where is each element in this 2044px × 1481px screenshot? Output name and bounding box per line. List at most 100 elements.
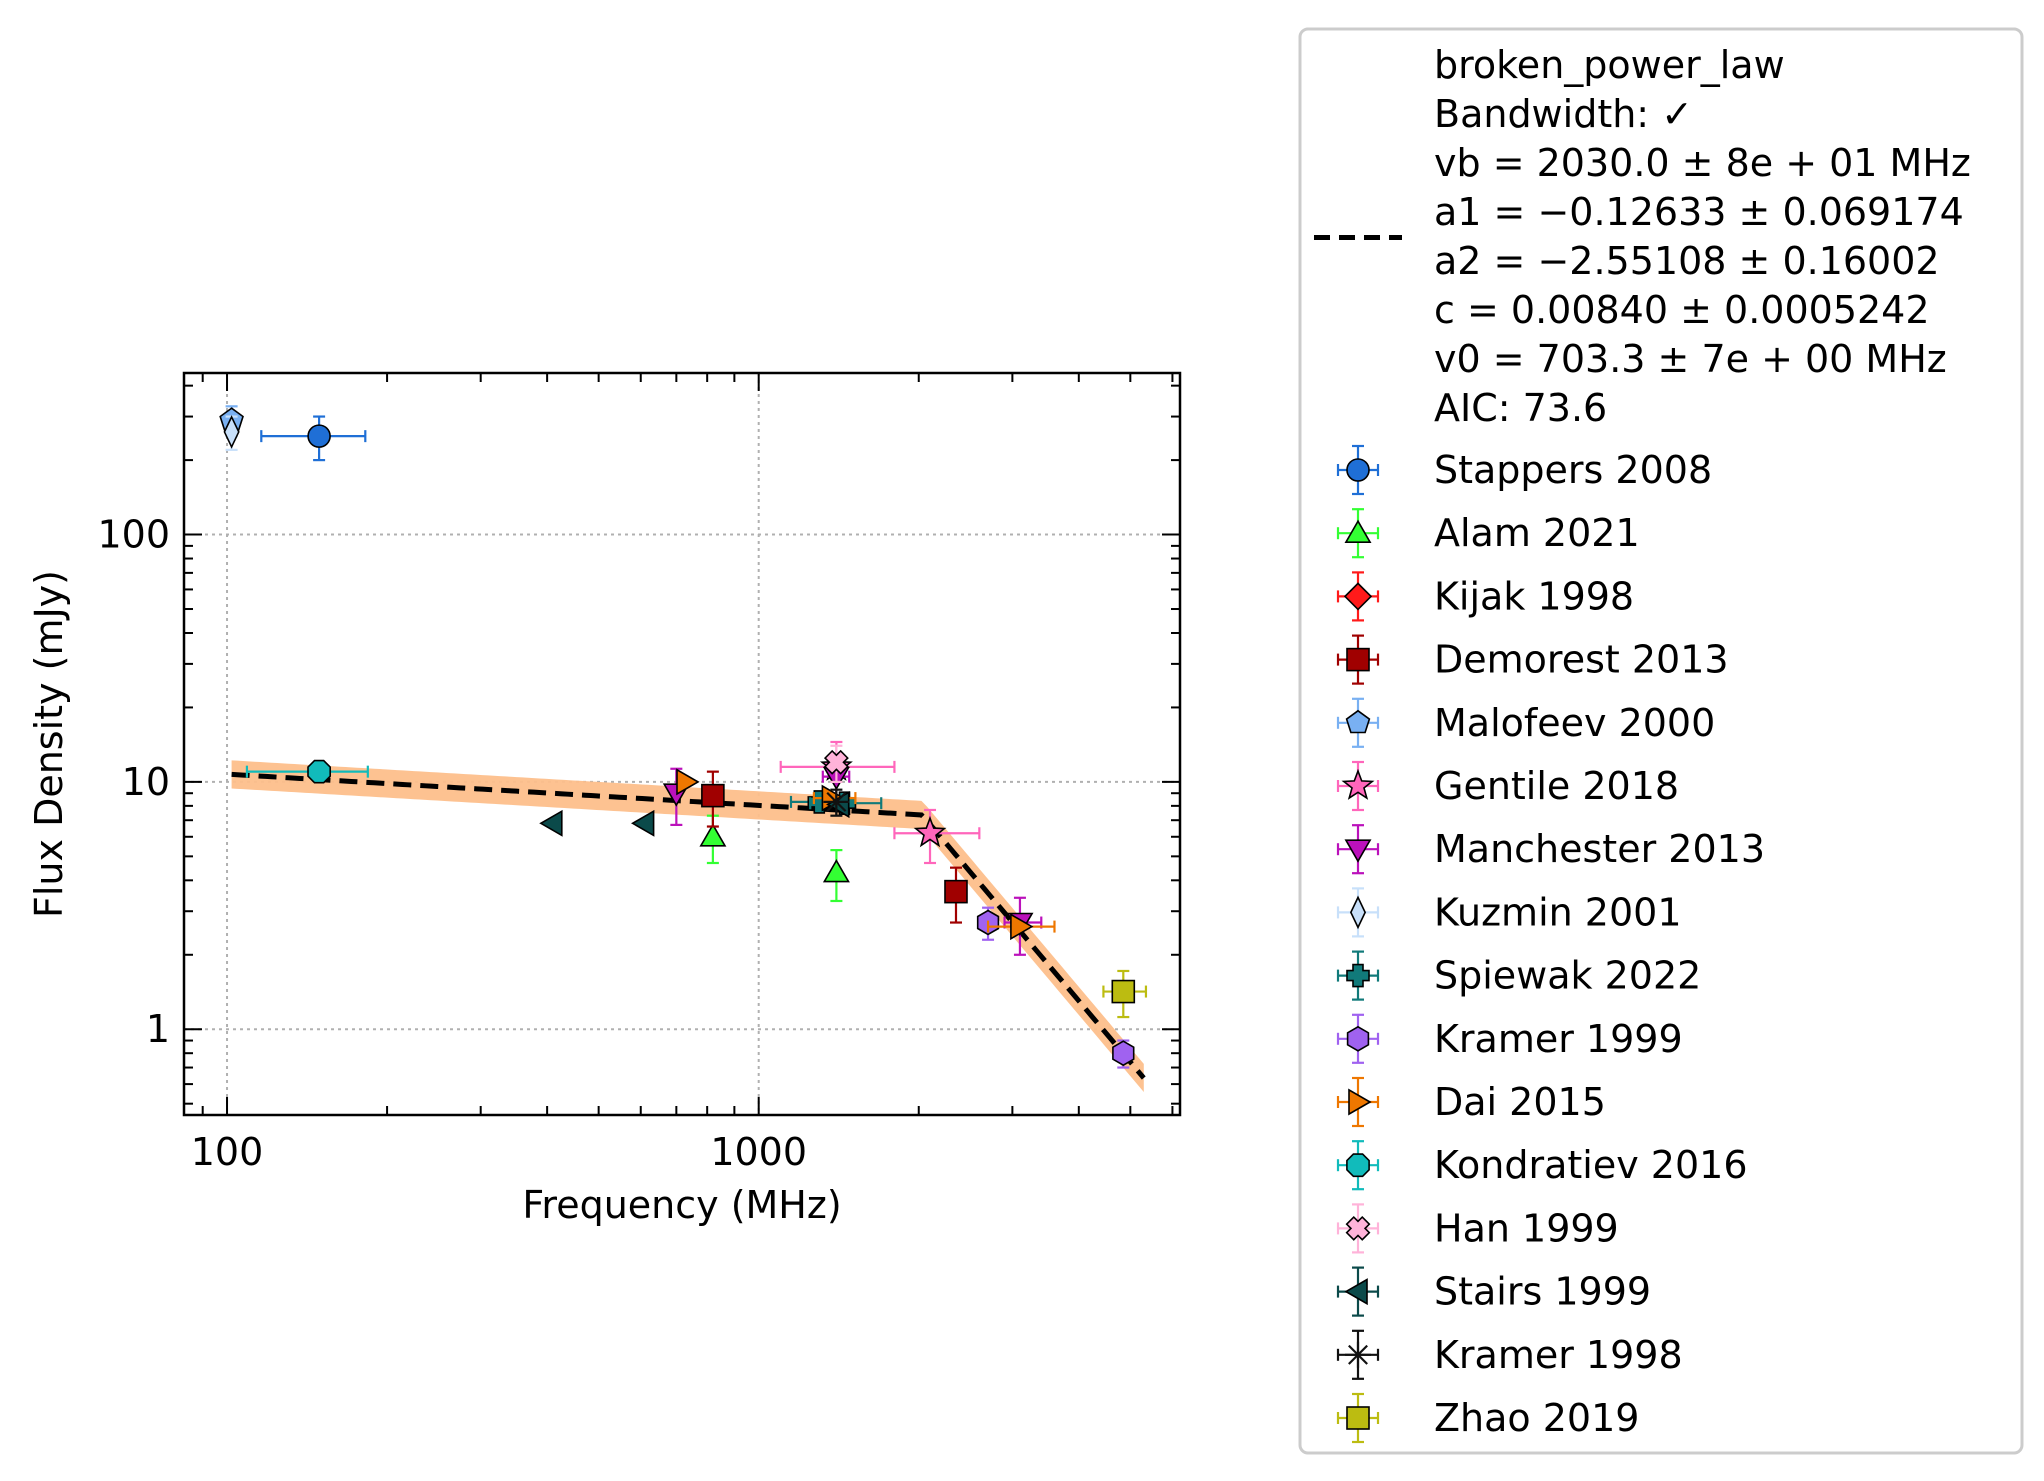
- legend-entry-alam-2021: Alam 2021: [1336, 508, 1640, 559]
- legend-entry-malofeev-2000: Malofeev 2000: [1336, 697, 1715, 748]
- legend-fit-line: AIC: 73.6: [1434, 386, 1607, 430]
- marker-alam-2021: [699, 823, 727, 847]
- axes: 100 1000 1 10 100: [97, 371, 1182, 1174]
- legend-label-kondratiev-2016: Kondratiev 2016: [1434, 1143, 1748, 1187]
- legend-entry-han-1999: Han 1999: [1336, 1203, 1619, 1254]
- legend-label-gentile-2018: Gentile 2018: [1434, 764, 1679, 808]
- legend-fit-line: a1 = −0.12633 ± 0.069174: [1434, 190, 1964, 234]
- legend-entry-kijak-1998: Kijak 1998: [1336, 571, 1634, 622]
- series-kramer-1999: [976, 906, 1135, 1069]
- series-demorest-2013: [701, 770, 968, 924]
- marker-kramer-1999: [1112, 1040, 1135, 1067]
- legend-label-alam-2021: Alam 2021: [1434, 511, 1640, 555]
- marker-zhao-2019: [1111, 979, 1136, 1004]
- plot-inner: [184, 373, 1180, 1115]
- legend-marker-stappers-2008: [1346, 458, 1370, 482]
- legend-label-stairs-1999: Stairs 1999: [1434, 1270, 1651, 1314]
- legend-marker-demorest-2013: [1346, 647, 1370, 672]
- legend-label-zhao-2019: Zhao 2019: [1434, 1396, 1639, 1440]
- y-axis-label: Flux Density (mJy): [27, 570, 71, 918]
- legend-marker-manchester-2013: [1344, 839, 1372, 863]
- fit-line: [231, 771, 1146, 1080]
- plot-area: [184, 373, 1180, 1115]
- y-tick-label: 100: [97, 513, 170, 557]
- legend-marker-kramer-1998: [1345, 1341, 1371, 1368]
- marker-kramer-1998-stroke: [826, 791, 847, 812]
- data-point-stairs-1999: [630, 809, 655, 837]
- x-tick-label: 100: [191, 1130, 264, 1174]
- legend-entry-manchester-2013: Manchester 2013: [1336, 824, 1765, 875]
- marker-han-1999-shape: [823, 749, 849, 775]
- legend-entry-demorest-2013: Demorest 2013: [1336, 634, 1729, 685]
- data-point-demorest-2013: [944, 866, 968, 924]
- legend-fit-line: a2 = −2.55108 ± 0.16002: [1434, 239, 1940, 283]
- legend-label-manchester-2013: Manchester 2013: [1434, 827, 1765, 871]
- legend-marker-kijak-1998: [1343, 582, 1373, 611]
- marker-alam-2021: [822, 858, 850, 883]
- legend-label-kramer-1998: Kramer 1998: [1434, 1333, 1683, 1377]
- series-kondratiev-2016: [245, 759, 369, 784]
- legend-label-kramer-1999: Kramer 1999: [1434, 1017, 1683, 1061]
- marker-demorest-2013: [944, 879, 968, 904]
- legend-fit-line: vb = 2030.0 ± 8e + 01 MHz: [1434, 141, 1971, 185]
- legend-entry-gentile-2018: Gentile 2018: [1336, 760, 1679, 812]
- legend-marker-spiewak-2022: [1346, 963, 1370, 988]
- data-point-alam-2021: [822, 848, 850, 903]
- legend-marker-kuzmin-2001: [1349, 895, 1367, 930]
- legend-label-spiewak-2022: Spiewak 2022: [1434, 954, 1701, 998]
- series-kramer-1998: [823, 788, 850, 817]
- legend-fit-line: c = 0.00840 ± 0.0005242: [1434, 288, 1930, 332]
- legend-label-demorest-2013: Demorest 2013: [1434, 638, 1729, 682]
- legend-label-malofeev-2000: Malofeev 2000: [1434, 701, 1715, 745]
- marker-stairs-1999: [539, 809, 563, 837]
- marker-kramer-1998: [823, 788, 850, 815]
- marker-kondratiev-2016: [307, 759, 332, 784]
- plot-frame: [182, 371, 1182, 1117]
- data-point-gentile-2018: [893, 808, 981, 865]
- legend-marker-alam-2021: [1344, 519, 1372, 544]
- series-kuzmin-2001: [223, 415, 240, 451]
- fit-uncertainty-band: [231, 760, 1144, 1093]
- marker-dai-2015: [1010, 913, 1034, 941]
- legend-entry-fit: broken_power_law Bandwidth: ✓ vb = 2030.0 …: [1314, 43, 1971, 430]
- data-point-dai-2015: [676, 768, 700, 796]
- legend-marker-han-1999-shape: [1345, 1215, 1371, 1241]
- marker-dai-2015: [676, 768, 700, 796]
- legend-box: [1298, 27, 2024, 1455]
- legend-label-kijak-1998: Kijak 1998: [1434, 574, 1634, 618]
- legend-marker-zhao-2019: [1346, 1406, 1370, 1430]
- marker-demorest-2013: [701, 783, 725, 808]
- legend-fit-line: broken_power_law: [1434, 43, 1785, 87]
- data-point-zhao-2019: [1102, 969, 1148, 1019]
- series-alam-2021: [699, 814, 850, 903]
- legend-fit-line: v0 = 703.3 ± 7e + 00 MHz: [1434, 337, 1947, 381]
- x-tick-label: 1000: [710, 1130, 807, 1174]
- legend-entry-spiewak-2022: Spiewak 2022: [1336, 950, 1701, 1001]
- data-point-kramer-1998: [823, 788, 850, 817]
- legend-marker-dai-2015: [1348, 1088, 1372, 1116]
- legend-entry-dai-2015: Dai 2015: [1336, 1076, 1606, 1128]
- marker-stairs-1999: [630, 809, 655, 837]
- y-tick-label: 1: [146, 1007, 170, 1051]
- data-point-demorest-2013: [701, 770, 725, 828]
- legend-marker-kramer-1998-stroke: [1348, 1344, 1368, 1365]
- legend-marker-malofeev-2000: [1345, 709, 1371, 734]
- legend-label-kuzmin-2001: Kuzmin 2001: [1434, 890, 1682, 934]
- series-stappers-2008: [260, 415, 367, 462]
- legend-label-dai-2015: Dai 2015: [1434, 1080, 1606, 1124]
- marker-stappers-2008: [307, 424, 331, 448]
- data-point-kuzmin-2001: [223, 415, 240, 451]
- data-point-kondratiev-2016: [245, 759, 369, 784]
- x-axis-label: Frequency (MHz): [522, 1183, 841, 1227]
- legend-entry-kuzmin-2001: Kuzmin 2001: [1336, 887, 1682, 938]
- data-point-dai-2015: [986, 913, 1056, 941]
- data-point-stappers-2008: [260, 415, 367, 462]
- legend-marker-han-1999: [1345, 1215, 1371, 1241]
- legend-marker-kramer-1999: [1346, 1025, 1370, 1052]
- series-han-1999: [823, 744, 849, 783]
- legend: broken_power_law Bandwidth: ✓ vb = 2030.0 …: [1298, 27, 2024, 1455]
- data-point-kramer-1999: [1112, 1039, 1135, 1069]
- legend-entry-kramer-1999: Kramer 1999: [1336, 1013, 1683, 1064]
- legend-label-stappers-2008: Stappers 2008: [1434, 448, 1712, 492]
